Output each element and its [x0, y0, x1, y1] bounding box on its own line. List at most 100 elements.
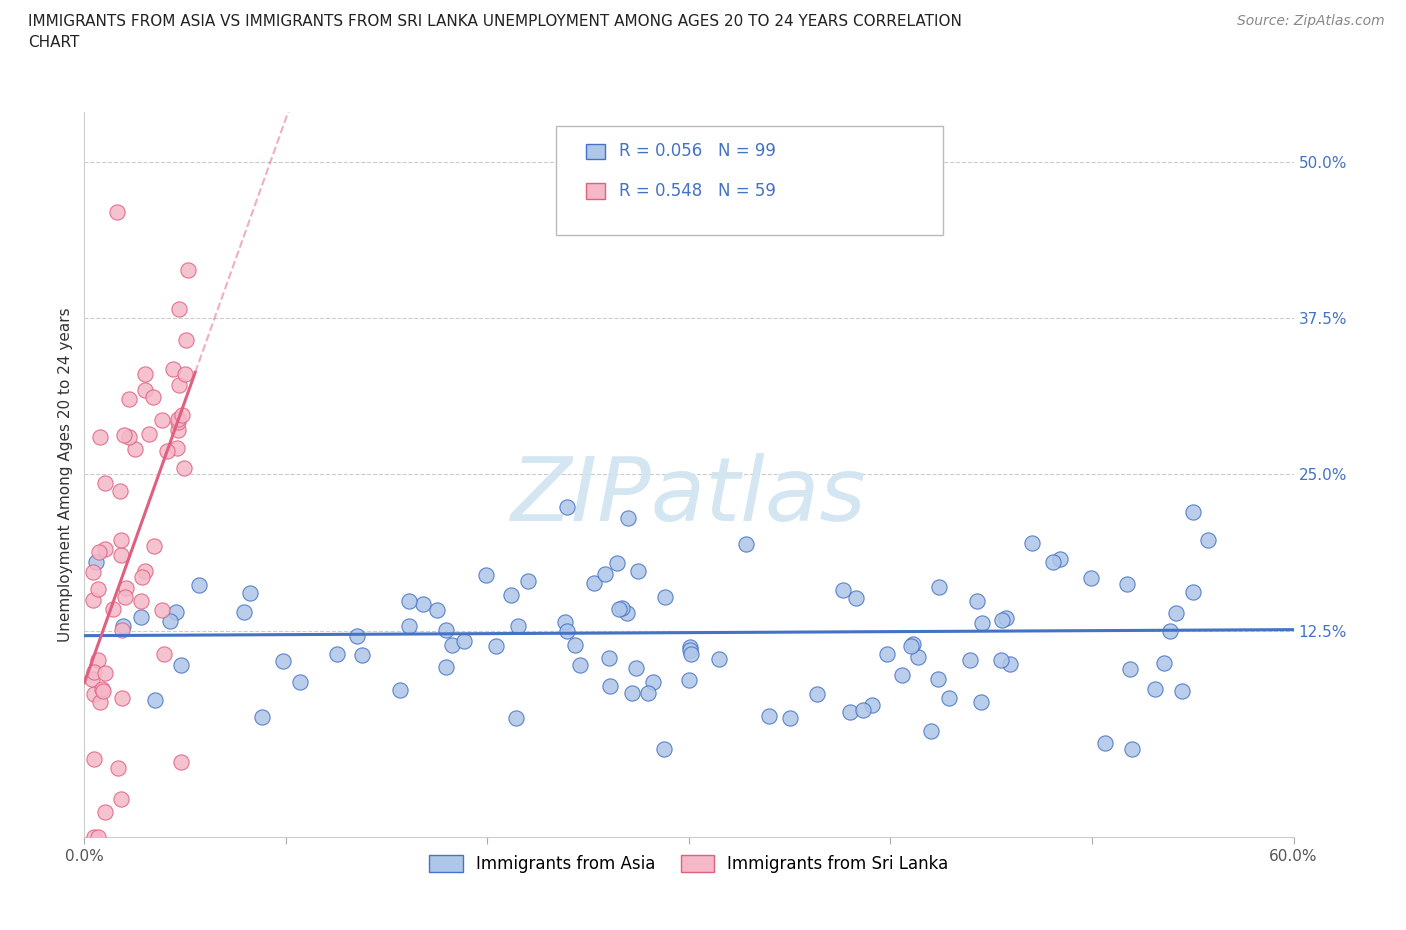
Point	[485, 639, 508, 654]
Point	[1021, 536, 1043, 551]
Point	[156, 443, 179, 458]
Point	[84, 554, 107, 569]
Text: ZIPatlas: ZIPatlas	[512, 453, 866, 539]
Point	[138, 426, 160, 441]
Point	[508, 618, 530, 633]
Point	[87, 545, 110, 560]
Point	[569, 658, 592, 672]
Point	[93, 684, 115, 698]
Point	[167, 415, 190, 430]
Point	[174, 366, 197, 381]
FancyBboxPatch shape	[555, 126, 943, 235]
Y-axis label: Unemployment Among Ages 20 to 24 years: Unemployment Among Ages 20 to 24 years	[58, 307, 73, 642]
Point	[627, 564, 650, 578]
Point	[860, 698, 883, 712]
Point	[83, 830, 105, 844]
Point	[1153, 656, 1175, 671]
Point	[150, 603, 173, 618]
Point	[425, 603, 447, 618]
Point	[990, 613, 1012, 628]
Point	[250, 710, 273, 724]
Point	[1049, 551, 1071, 566]
Point	[124, 442, 146, 457]
Point	[876, 646, 898, 661]
Point	[938, 690, 960, 705]
Point	[1118, 661, 1140, 676]
Legend: Immigrants from Asia, Immigrants from Sri Lanka: Immigrants from Asia, Immigrants from Sr…	[423, 848, 955, 880]
Point	[852, 702, 875, 717]
Point	[994, 610, 1017, 625]
Point	[1143, 682, 1166, 697]
Point	[239, 586, 262, 601]
Point	[114, 580, 136, 595]
Point	[599, 679, 621, 694]
Point	[643, 674, 665, 689]
Point	[434, 659, 457, 674]
Point	[907, 650, 929, 665]
Point	[505, 711, 527, 725]
Point	[159, 613, 181, 628]
Point	[499, 588, 522, 603]
Point	[1182, 585, 1205, 600]
Point	[170, 754, 193, 769]
Point	[167, 301, 190, 316]
Point	[891, 668, 914, 683]
Point	[167, 422, 190, 437]
Point	[108, 484, 131, 498]
Point	[346, 628, 368, 643]
Point	[555, 499, 578, 514]
Point	[142, 390, 165, 405]
Point	[134, 564, 156, 578]
Point	[83, 751, 105, 766]
Point	[927, 671, 949, 686]
Point	[621, 685, 644, 700]
Point	[153, 646, 176, 661]
Point	[1171, 684, 1194, 698]
Point	[134, 366, 156, 381]
Point	[434, 623, 457, 638]
Point	[998, 657, 1021, 671]
Point	[271, 654, 294, 669]
Point	[517, 574, 540, 589]
Point	[474, 567, 496, 582]
Point	[966, 593, 988, 608]
Point	[990, 653, 1012, 668]
Point	[453, 633, 475, 648]
Point	[118, 392, 141, 406]
Point	[86, 830, 108, 844]
Point	[555, 624, 578, 639]
Point	[118, 430, 141, 445]
Point	[129, 609, 152, 624]
Point	[735, 537, 758, 551]
Point	[129, 593, 152, 608]
Point	[110, 792, 132, 807]
Point	[176, 262, 198, 277]
Bar	[586, 143, 605, 159]
Point	[93, 666, 115, 681]
Point	[707, 652, 730, 667]
Point	[83, 687, 105, 702]
Point	[167, 412, 190, 427]
Point	[352, 648, 374, 663]
Point	[1094, 736, 1116, 751]
Point	[114, 428, 136, 443]
Point	[398, 618, 420, 633]
Point	[111, 618, 134, 633]
Point	[389, 683, 412, 698]
Point	[110, 532, 132, 547]
Point	[554, 614, 576, 629]
Point	[1080, 570, 1102, 585]
Text: Source: ZipAtlas.com: Source: ZipAtlas.com	[1237, 14, 1385, 28]
Point	[440, 638, 463, 653]
Bar	[586, 183, 605, 199]
Point	[607, 602, 630, 617]
Point	[779, 711, 801, 725]
Point	[681, 646, 703, 661]
Point	[1115, 577, 1137, 591]
Point	[920, 724, 942, 738]
Point	[232, 604, 254, 619]
Point	[142, 538, 165, 553]
Point	[93, 804, 115, 819]
Point	[972, 616, 994, 631]
Point	[412, 596, 434, 611]
